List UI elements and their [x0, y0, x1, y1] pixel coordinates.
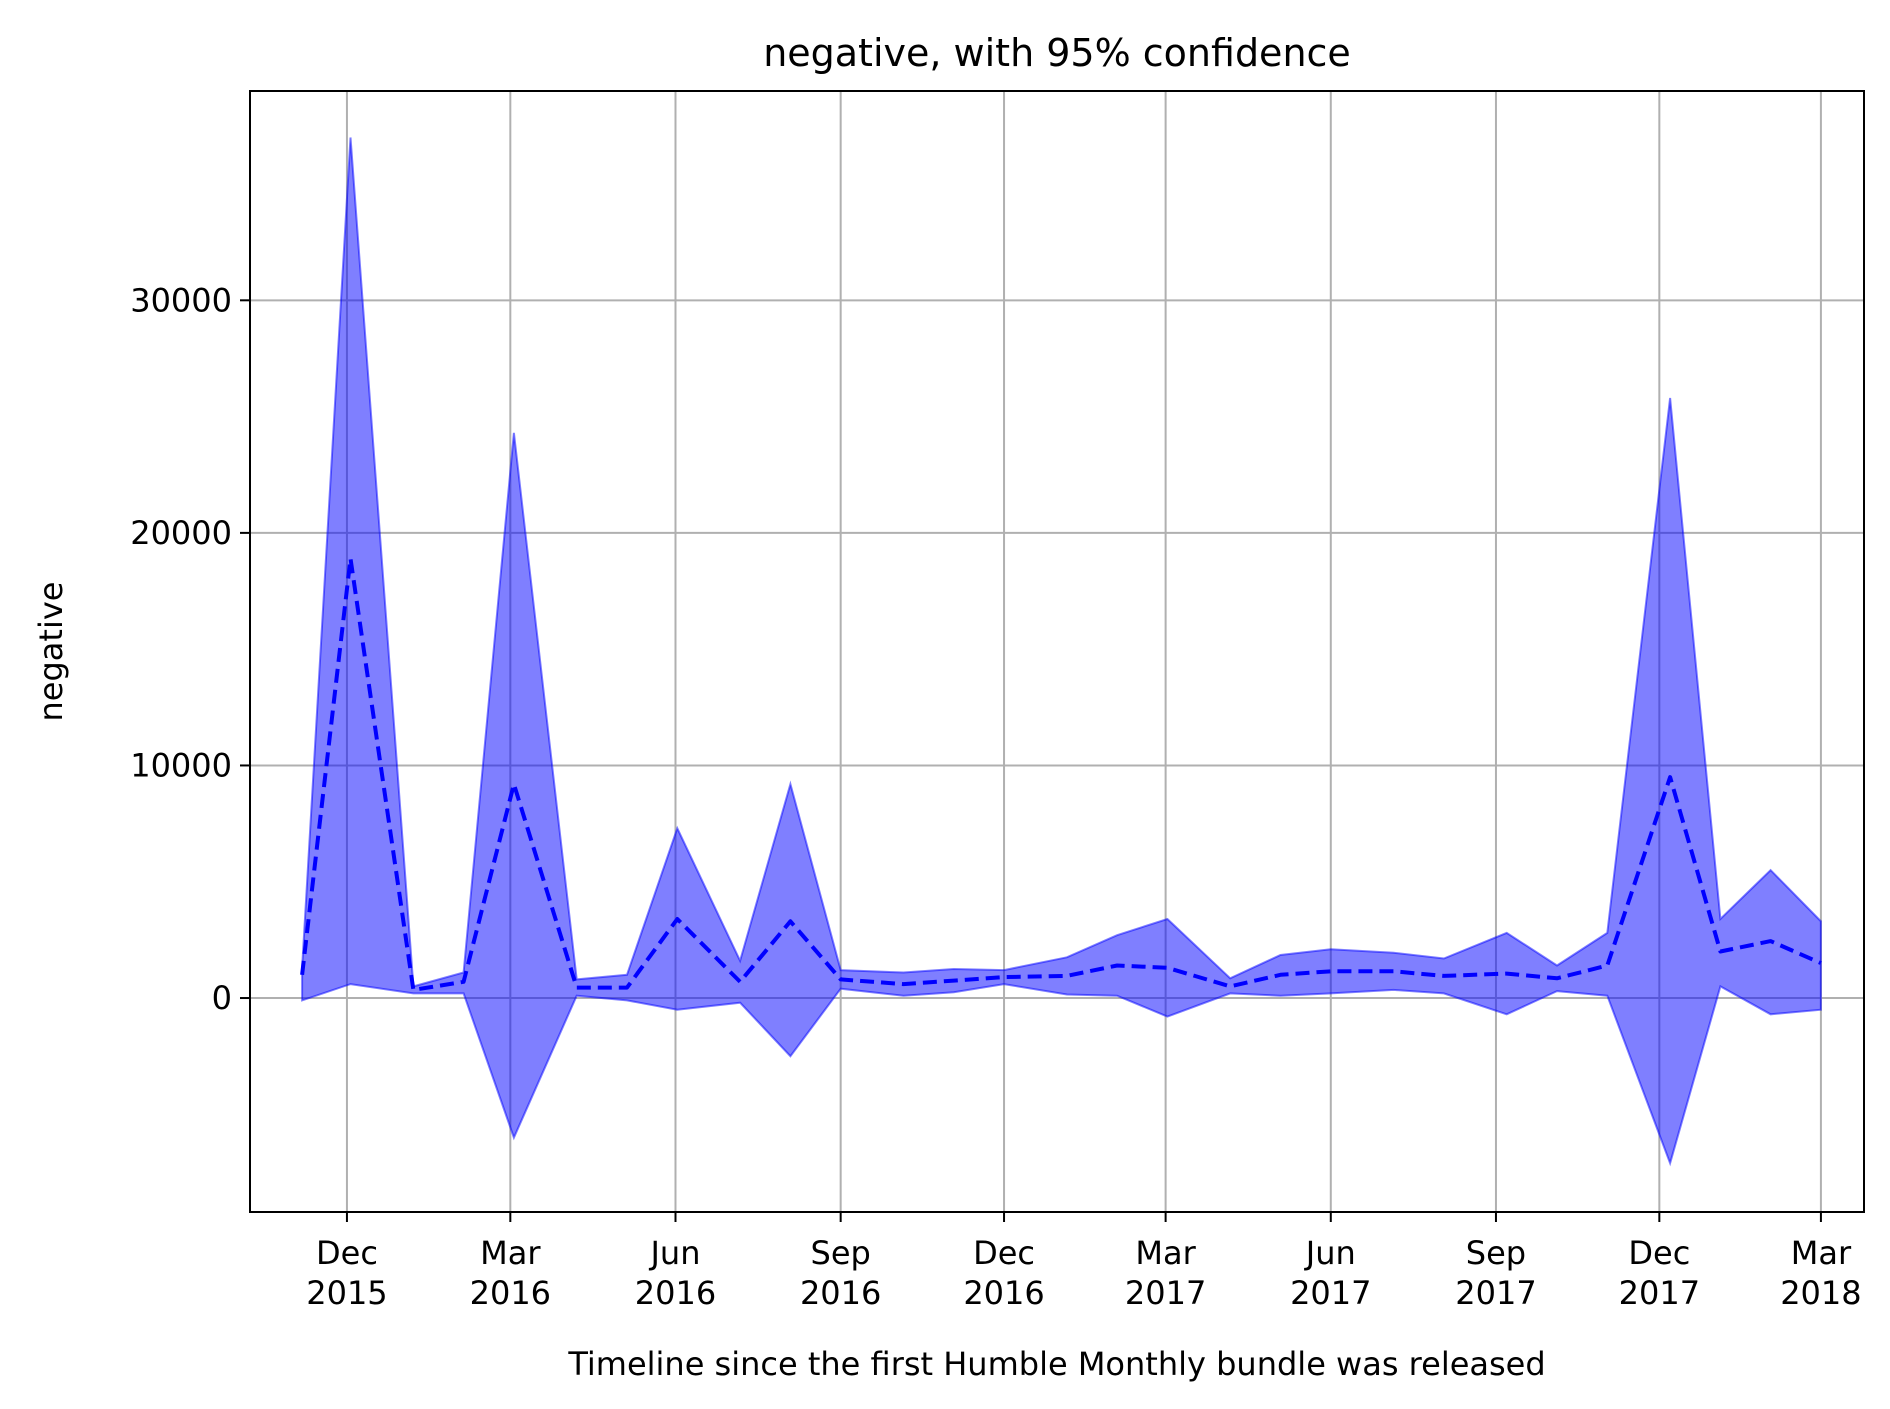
y-tick-label: 10000	[130, 746, 232, 784]
x-axis-label: Timeline since the first Humble Monthly …	[567, 1345, 1545, 1383]
x-tick-year: 2016	[800, 1274, 881, 1312]
x-tick-label: Mar 2018	[1780, 1234, 1861, 1312]
x-tick-year: 2016	[635, 1274, 716, 1312]
x-tick-year: 2017	[1290, 1274, 1371, 1312]
x-tick-year: 2017	[1455, 1274, 1536, 1312]
y-axis-label: negative	[32, 582, 70, 722]
confidence-band	[301, 137, 1822, 1167]
x-tick-label: Sep 2017	[1455, 1234, 1536, 1312]
x-tick-label: Dec 2017	[1619, 1234, 1700, 1312]
x-tick-month: Dec	[1628, 1234, 1690, 1272]
x-tick-year: 2015	[306, 1274, 387, 1312]
x-tick-month: Mar	[1135, 1234, 1196, 1272]
x-tick-month: Mar	[1791, 1234, 1852, 1272]
x-tick-month: Mar	[480, 1234, 541, 1272]
x-tick-label: Jun 2017	[1290, 1234, 1371, 1312]
x-tick-year: 2017	[1619, 1274, 1700, 1312]
x-tick-label: Sep 2016	[800, 1234, 881, 1312]
x-tick-year: 2016	[963, 1274, 1044, 1312]
y-tick-label: 30000	[130, 281, 232, 319]
y-tick-label: 20000	[130, 514, 232, 552]
x-tick-label: Mar 2016	[470, 1234, 551, 1312]
x-tick-month: Sep	[1466, 1234, 1526, 1272]
confidence-band-layer	[301, 137, 1822, 1167]
x-tick-month: Dec	[973, 1234, 1035, 1272]
chart-title: negative, with 95% confidence	[763, 31, 1351, 75]
x-tick-label: Mar 2017	[1125, 1234, 1206, 1312]
mean-line	[300, 556, 1822, 992]
x-tick-label: Jun 2016	[635, 1234, 716, 1312]
y-tick-label: 0	[212, 979, 232, 1017]
mean-line-layer	[300, 556, 1822, 992]
x-tick-month: Jun	[648, 1234, 700, 1272]
x-tick-year: 2016	[470, 1274, 551, 1312]
x-tick-month: Sep	[811, 1234, 871, 1272]
x-tick-month: Jun	[1304, 1234, 1356, 1272]
x-tick-year: 2018	[1780, 1274, 1861, 1312]
x-tick-month: Dec	[316, 1234, 378, 1272]
x-tick-label: Dec 2016	[963, 1234, 1044, 1312]
x-tick-label: Dec 2015	[306, 1234, 387, 1312]
plot-frame	[249, 90, 1865, 1213]
x-tick-year: 2017	[1125, 1274, 1206, 1312]
